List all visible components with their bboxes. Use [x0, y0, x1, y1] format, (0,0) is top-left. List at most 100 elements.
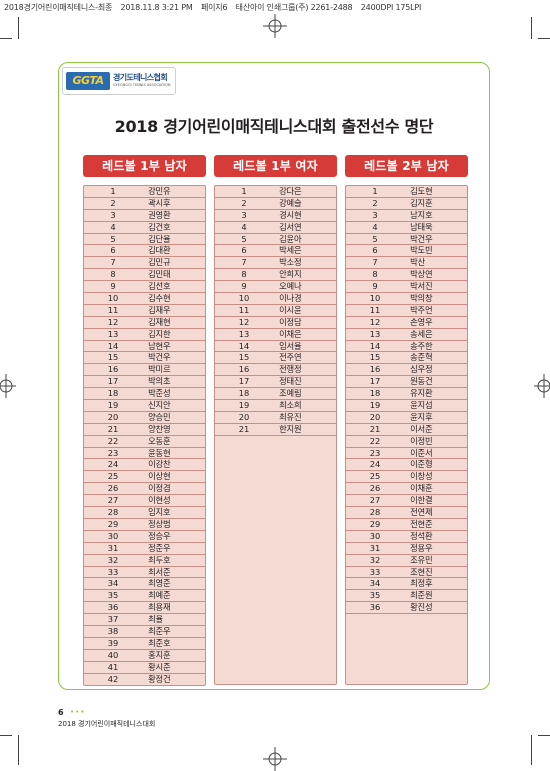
- player-number: 3: [241, 209, 247, 220]
- player-row: 32 최두호: [84, 555, 205, 567]
- player-name: 이채훈: [410, 483, 433, 494]
- player-name: 황정건: [148, 673, 171, 684]
- player-name: 남태욱: [410, 221, 433, 232]
- player-row: 18 조예림: [215, 388, 336, 401]
- player-row: 18 유지환: [346, 388, 467, 401]
- player-number: 40: [107, 649, 119, 660]
- player-number: 38: [107, 625, 119, 636]
- player-row: 30 정석환: [346, 531, 467, 543]
- player-row: 17 원동건: [346, 376, 467, 389]
- player-row: 3 남지호: [346, 210, 467, 222]
- player-number: 30: [369, 530, 381, 541]
- player-name: 이한결: [410, 495, 433, 506]
- player-name: 남현우: [148, 340, 171, 351]
- player-row: 10 박의창: [346, 293, 467, 305]
- player-number: 12: [107, 316, 119, 327]
- player-name: 심우정: [410, 364, 433, 375]
- player-number: 6: [372, 245, 378, 256]
- player-row: 7 박소정: [215, 257, 336, 270]
- player-row: 8 안희지: [215, 269, 336, 282]
- player-row: 39 최준호: [84, 638, 205, 650]
- player-number: 32: [369, 554, 381, 565]
- player-name: 한지원: [279, 423, 302, 434]
- player-number: 7: [372, 257, 378, 268]
- logo-mark: GGTA: [66, 72, 110, 90]
- player-number: 23: [369, 447, 381, 458]
- player-name: 안희지: [279, 269, 302, 280]
- player-number: 11: [107, 304, 119, 315]
- player-number: 23: [107, 447, 119, 458]
- player-row: 1 강민유: [84, 186, 205, 198]
- player-number: 21: [238, 423, 250, 434]
- player-row: 28 임지호: [84, 507, 205, 519]
- player-number: 36: [369, 602, 381, 613]
- player-name: 최소희: [279, 400, 302, 411]
- player-row: 8 박상연: [346, 269, 467, 282]
- player-row: 7 김민규: [84, 257, 205, 270]
- player-name: 조유민: [410, 554, 433, 565]
- player-number: 6: [110, 245, 116, 256]
- player-row: 15 박건우: [84, 352, 205, 365]
- player-row: 9 김선호: [84, 281, 205, 294]
- player-name: 윤지후: [410, 411, 433, 422]
- player-row: 1 강다은: [215, 186, 336, 198]
- player-number: 22: [369, 435, 381, 446]
- player-number: 24: [369, 459, 381, 470]
- column-redball-1-boys: 레드볼 1부 남자 1 강민유 2 곽시후 3 권영환 4 김건호 5 김단율 6 김대환 7 김민규 8 김…: [83, 155, 206, 687]
- player-row: 24 이준형: [346, 459, 467, 472]
- player-number: 1: [241, 186, 247, 196]
- player-number: 33: [107, 566, 119, 577]
- player-name: 이상현: [148, 471, 171, 482]
- player-name: 최서준: [148, 566, 171, 577]
- crop-mark: [538, 735, 550, 736]
- player-number: 8: [372, 269, 378, 280]
- player-number: 17: [107, 376, 119, 387]
- player-name: 박의초: [148, 376, 171, 387]
- player-row: 6 박세은: [215, 245, 336, 258]
- player-name: 강예슬: [279, 197, 302, 208]
- player-row: 2 김지훈: [346, 198, 467, 210]
- crop-mark: [531, 735, 532, 765]
- page-number: 6: [58, 708, 64, 717]
- player-row: 12 손영우: [346, 317, 467, 329]
- player-row: 28 전연제: [346, 507, 467, 519]
- player-row: 40 홍지훈: [84, 650, 205, 662]
- player-number: 20: [238, 411, 250, 422]
- player-name: 박건우: [148, 352, 171, 363]
- player-name: 박준성: [148, 388, 171, 399]
- player-name: 박미르: [148, 364, 171, 375]
- player-number: 8: [110, 269, 116, 280]
- player-number: 2: [241, 197, 247, 208]
- player-name: 최율: [148, 614, 163, 625]
- player-number: 5: [372, 233, 378, 244]
- player-number: 31: [369, 542, 381, 553]
- player-number: 15: [107, 352, 119, 363]
- player-row: 19 윤지섭: [346, 400, 467, 412]
- player-name: 전행정: [279, 364, 302, 375]
- player-row: 32 조유민: [346, 555, 467, 567]
- player-row: 11 이시윤: [215, 305, 336, 317]
- player-row: 4 김건호: [84, 222, 205, 234]
- player-number: 5: [241, 233, 247, 244]
- player-number: 6: [241, 245, 247, 256]
- player-row: 31 정준우: [84, 543, 205, 555]
- player-row: 17 박의초: [84, 376, 205, 389]
- player-number: 42: [107, 673, 119, 684]
- player-number: 10: [369, 293, 381, 304]
- player-name: 김단율: [148, 233, 171, 244]
- player-row: 24 이강찬: [84, 459, 205, 472]
- player-name: 전현준: [410, 518, 433, 529]
- player-name: 홍지훈: [148, 649, 171, 660]
- player-name: 박상연: [410, 269, 433, 280]
- player-row: 1 김도현: [346, 186, 467, 198]
- player-name: 손영우: [410, 316, 433, 327]
- player-row: 16 심우정: [346, 364, 467, 377]
- player-row: 26 이정겸: [84, 483, 205, 496]
- print-page: 페이지6: [200, 3, 228, 12]
- player-row: 19 신지안: [84, 400, 205, 412]
- player-name: 윤지섭: [410, 400, 433, 411]
- player-name: 박도빈: [410, 245, 433, 256]
- player-number: 4: [372, 221, 378, 232]
- player-number: 13: [238, 328, 250, 339]
- player-name: 최예준: [148, 590, 171, 601]
